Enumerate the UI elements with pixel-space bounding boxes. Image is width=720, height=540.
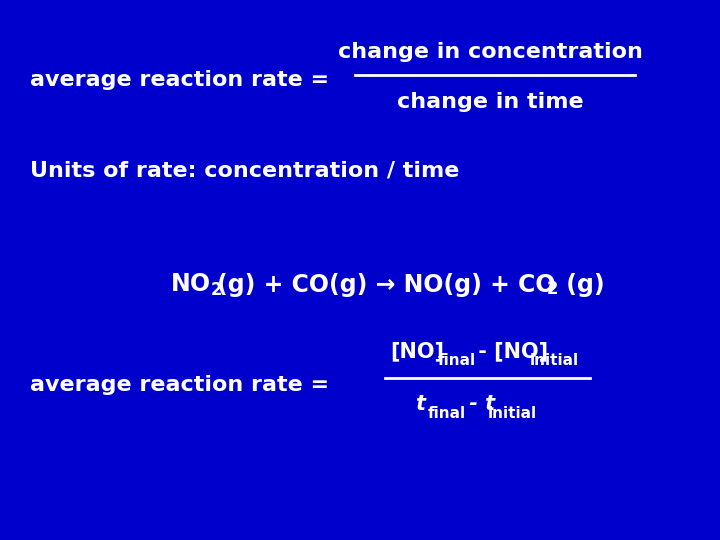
Text: change in concentration: change in concentration: [338, 42, 642, 62]
Text: [NO]: [NO]: [390, 341, 444, 361]
Text: Units of rate: concentration / time: Units of rate: concentration / time: [30, 160, 459, 180]
Text: (g) + CO(g) → NO(g) + CO: (g) + CO(g) → NO(g) + CO: [217, 273, 556, 297]
Text: - t: - t: [462, 394, 495, 414]
Text: $\mathregular{NO_2}$: $\mathregular{NO_2}$: [170, 272, 222, 298]
Text: - [NO]: - [NO]: [471, 341, 548, 361]
Text: $\mathregular{_2}$: $\mathregular{_2}$: [546, 273, 558, 297]
Text: average reaction rate =: average reaction rate =: [30, 375, 329, 395]
Text: t: t: [415, 394, 425, 414]
Text: change in time: change in time: [397, 92, 583, 112]
Text: final: final: [428, 406, 466, 421]
Text: initial: initial: [530, 353, 579, 368]
Text: final: final: [438, 353, 476, 368]
Text: initial: initial: [488, 406, 537, 421]
Text: (g): (g): [558, 273, 605, 297]
Text: average reaction rate =: average reaction rate =: [30, 70, 329, 90]
